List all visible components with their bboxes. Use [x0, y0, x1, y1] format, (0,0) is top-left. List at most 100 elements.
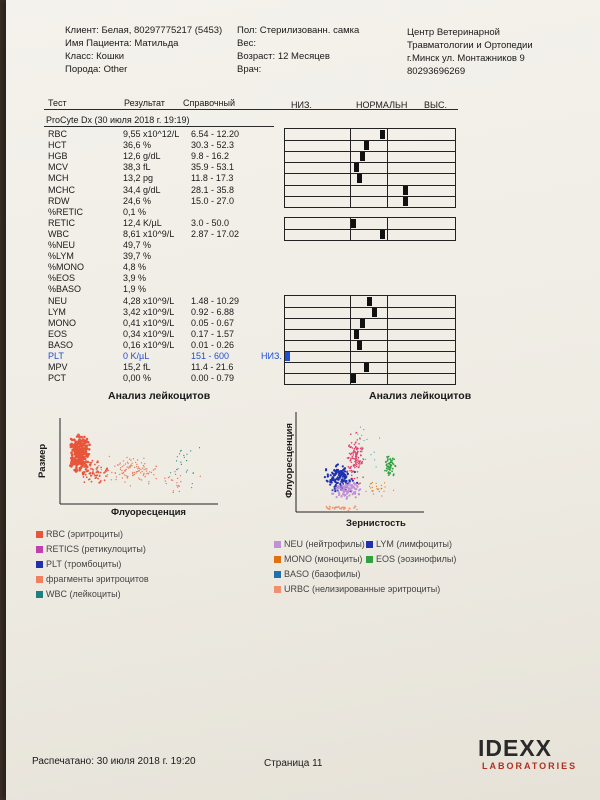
row-result-17: 0,41 x10^9/L: [123, 317, 175, 328]
scatter-point: [356, 439, 359, 441]
scatter-point: [129, 485, 132, 487]
scatter-point: [349, 508, 351, 510]
scatter-point: [121, 469, 123, 472]
scatter-point: [133, 466, 136, 469]
scatter-point: [351, 471, 353, 474]
scatter-point: [345, 485, 348, 488]
row-test-22: PCT: [48, 373, 66, 384]
sex-line: Пол: Стерилизованн. самка: [237, 25, 360, 36]
col-high: ВЫС.: [424, 100, 447, 110]
scatter-point: [356, 461, 359, 464]
age-line: Возраст: 12 Месяцев: [237, 51, 330, 62]
scatter-point: [90, 474, 93, 477]
printed-date: Распечатано: 30 июля 2018 г. 19:20: [32, 756, 196, 767]
scatter-point: [83, 435, 86, 439]
legend-label: EOS (эозинофилы): [376, 554, 457, 564]
legend-swatch: [366, 541, 373, 548]
scatter-point: [347, 465, 350, 468]
scatter-point: [135, 466, 138, 468]
scatter-point: [357, 459, 359, 461]
scatter-point: [69, 445, 73, 449]
scatter-point: [348, 452, 351, 455]
range-marker-baso: [357, 340, 363, 350]
scatter-point: [359, 438, 361, 440]
scatter-point: [380, 484, 382, 486]
range-row-line: [285, 306, 455, 308]
scatter-point: [121, 477, 124, 479]
scatter-point: [172, 479, 174, 481]
scatter-point: [96, 466, 99, 469]
scatter-point: [84, 450, 88, 453]
scatter-point: [348, 445, 350, 447]
scatter-point: [385, 467, 388, 470]
scatter-point: [129, 465, 132, 467]
scatter-point: [94, 463, 96, 466]
range-marker-mpv: [363, 363, 369, 373]
range-divider: [349, 129, 351, 207]
analyzer-rule: [44, 126, 274, 127]
range-marker-hct: [363, 141, 369, 151]
scatter-point: [148, 481, 150, 483]
col-ref: Справочный: [183, 98, 236, 108]
scatter-point: [169, 476, 171, 478]
scatter-point: [124, 463, 127, 465]
range-marker-eos: [353, 329, 359, 339]
scatter-point: [174, 471, 176, 473]
scatter-point: [383, 490, 385, 492]
scatter-point: [98, 465, 100, 467]
scatter-point: [391, 470, 393, 473]
scatter-point: [329, 506, 331, 508]
scatter-point: [355, 460, 358, 462]
legend-label: фрагменты эритроцитов: [46, 574, 149, 584]
scatter-point: [199, 475, 201, 477]
scatter-point: [336, 485, 339, 488]
scatter-point: [350, 485, 354, 488]
scatter-point: [191, 487, 193, 489]
scatter-point: [353, 506, 355, 509]
scatter-point: [353, 448, 356, 450]
scatter-point: [388, 462, 391, 464]
scatter-point: [178, 485, 180, 488]
scatter-point: [352, 454, 355, 456]
scatter-point: [88, 443, 91, 446]
scatter-point: [131, 465, 133, 467]
scatter-point: [127, 467, 130, 469]
scatter-point: [83, 441, 86, 445]
scatter-point: [354, 455, 357, 458]
scatter-point: [176, 486, 179, 488]
scatter-point: [124, 474, 126, 476]
range-row-line: [285, 162, 455, 164]
scatter-point: [341, 506, 344, 509]
scatter-point: [357, 433, 359, 435]
range-row-line: [285, 140, 455, 142]
class-line: Класс: Кошки: [65, 51, 125, 62]
scatter-point: [363, 439, 365, 442]
scatter-point: [94, 477, 97, 479]
scatter-point: [359, 426, 362, 428]
row-result-3: 38,3 fL: [123, 162, 151, 173]
scatter-point: [83, 481, 86, 484]
row-result-15: 4,28 x10^9/L: [123, 295, 175, 306]
scatter-point: [355, 465, 358, 468]
scatter-point: [100, 480, 102, 482]
scatter-point: [144, 476, 146, 478]
scatter-point: [153, 474, 155, 476]
scatter-point: [106, 475, 108, 477]
scatter-point: [73, 447, 76, 451]
scatter-point: [350, 453, 352, 456]
scatter-point: [346, 473, 349, 476]
scatter-point: [132, 475, 134, 477]
row-test-18: EOS: [48, 328, 68, 339]
scatter-point: [145, 470, 148, 472]
scatter-point: [342, 493, 345, 496]
scatter-point: [384, 469, 386, 472]
scatter-point: [392, 473, 395, 476]
scatter-point: [91, 468, 94, 470]
legend-label: NEU (нейтрофилы): [284, 539, 365, 549]
scatter-point: [353, 465, 355, 467]
scatter-point: [355, 452, 357, 455]
scatter-point: [342, 485, 345, 488]
scatter-point: [390, 464, 393, 466]
scatter-point: [83, 465, 86, 468]
scatter-point: [389, 458, 391, 461]
